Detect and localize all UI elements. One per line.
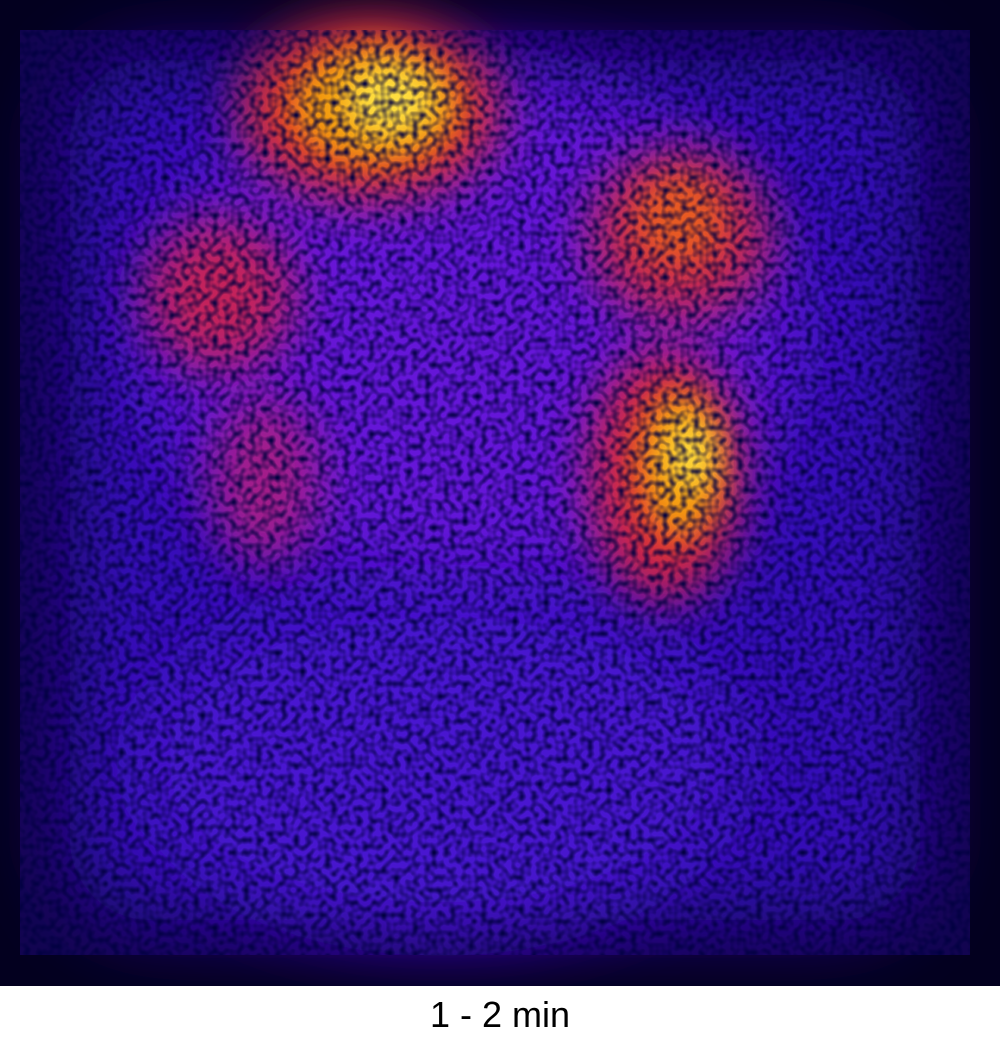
noise [20, 30, 970, 955]
caption: 1 - 2 min [429, 994, 571, 1035]
scan-image [0, 0, 1000, 986]
